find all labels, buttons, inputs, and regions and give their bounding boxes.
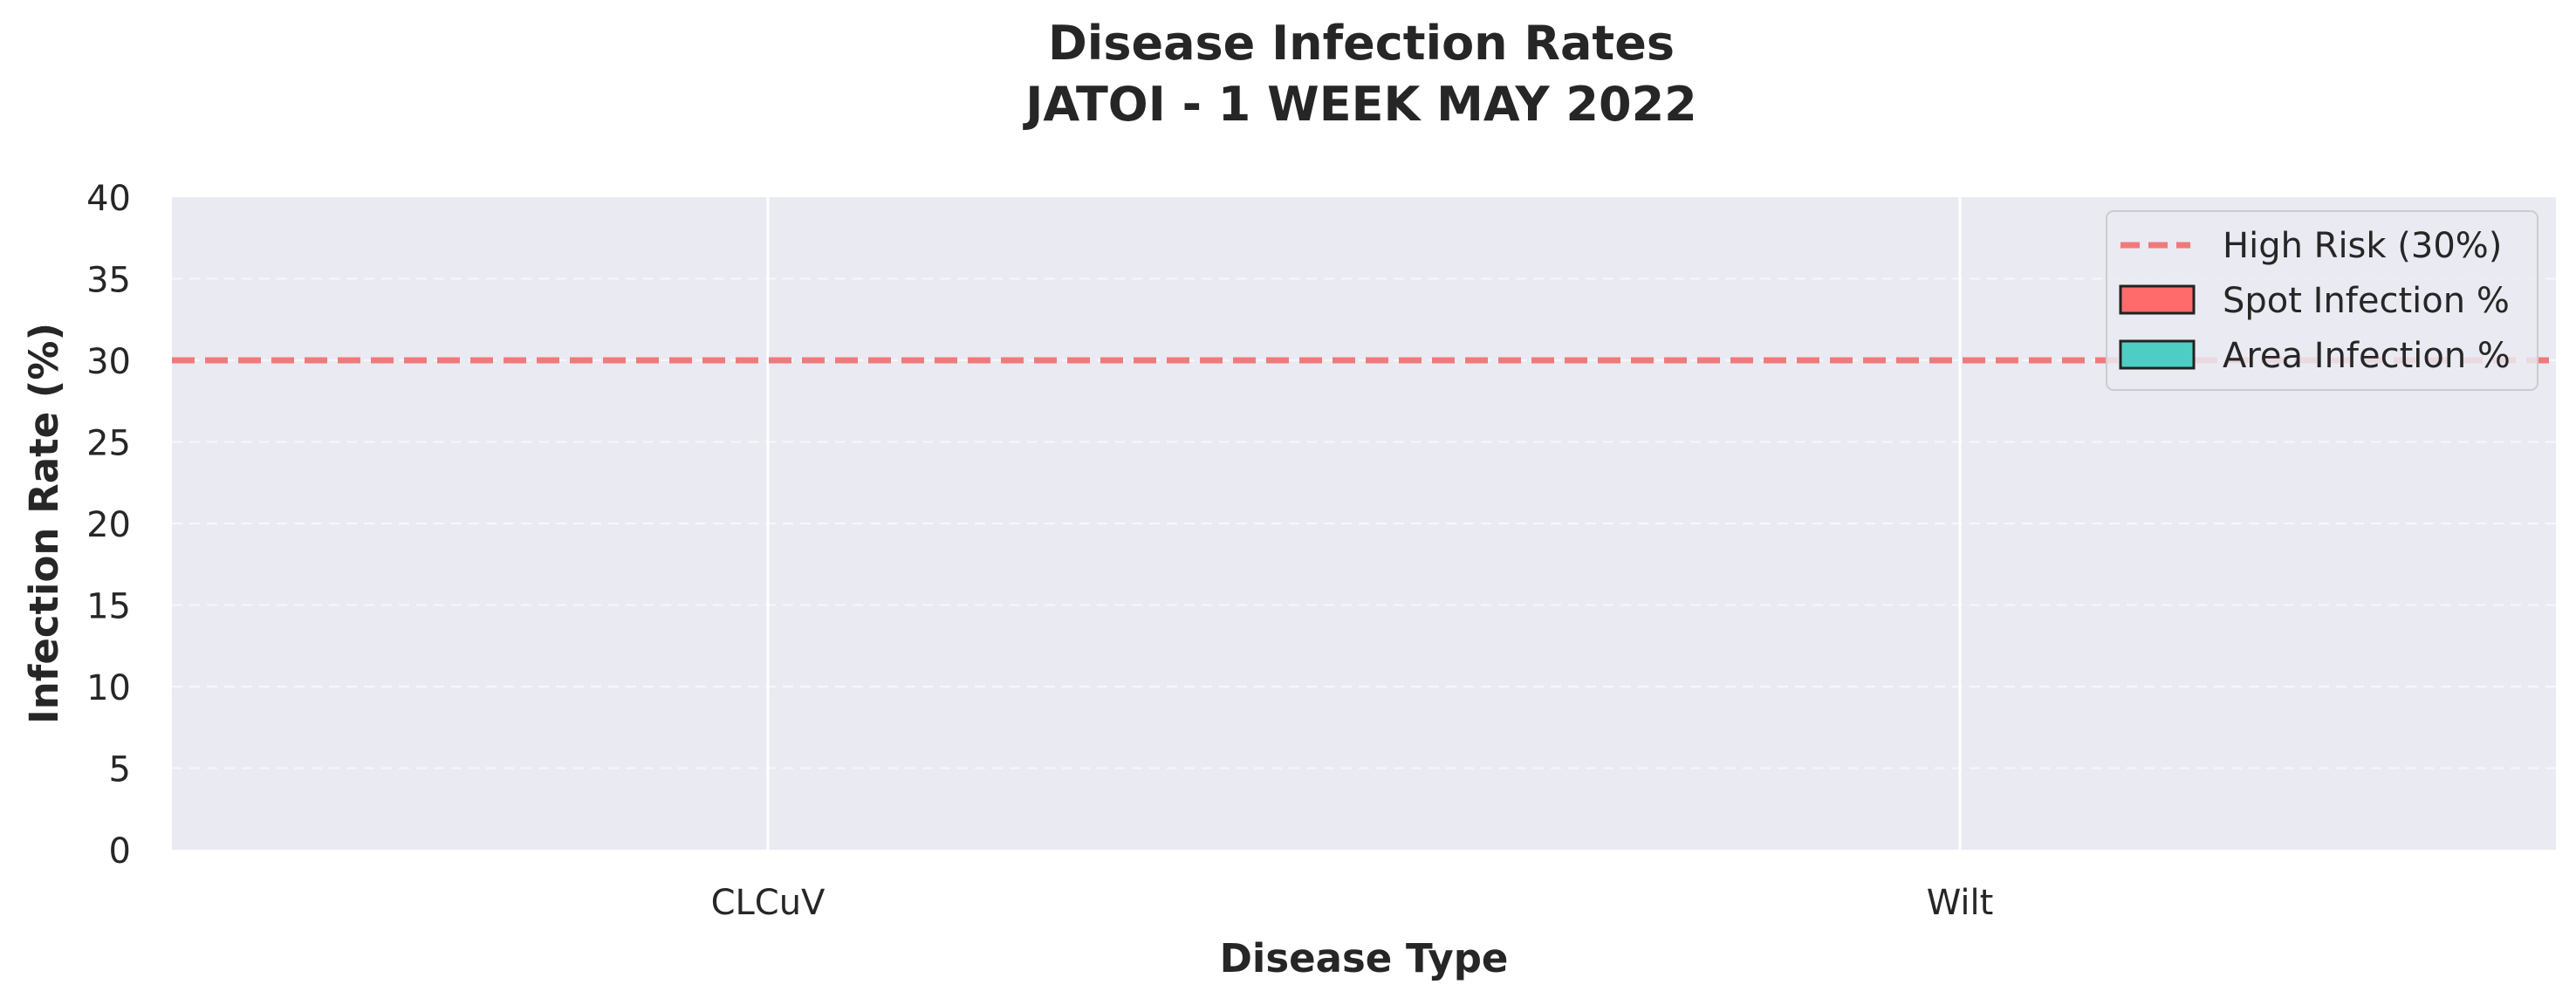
y-tick-label: 5 — [109, 750, 131, 790]
horizontal-gridlines — [172, 277, 2556, 769]
legend-label-high-risk: High Risk (30%) — [2223, 226, 2502, 266]
y-tick-label: 0 — [109, 831, 131, 872]
x-tick-label: Wilt — [1927, 883, 1994, 923]
legend: High Risk (30%) Spot Infection % Area In… — [2106, 210, 2538, 391]
chart-title: Disease Infection Rates — [1048, 16, 1675, 71]
y-tick-labels: 0 5 10 15 20 25 30 35 40 — [86, 179, 131, 872]
y-tick-label: 15 — [86, 587, 131, 627]
x-axis-label: Disease Type — [1220, 935, 1509, 981]
vertical-gridlines — [766, 197, 1962, 850]
x-tick-labels: CLCuV Wilt — [711, 883, 1994, 923]
y-tick-label: 25 — [86, 424, 131, 464]
legend-swatch-area — [2119, 339, 2196, 370]
x-tick-label: CLCuV — [711, 883, 826, 923]
legend-swatch-spot — [2119, 284, 2196, 315]
y-tick-label: 40 — [86, 179, 131, 219]
y-tick-label: 10 — [86, 668, 131, 708]
y-tick-label: 35 — [86, 261, 131, 301]
y-tick-label: 30 — [86, 342, 131, 382]
chart-subtitle: JATOI - 1 WEEK MAY 2022 — [1022, 77, 1696, 132]
legend-label-area: Area Infection % — [2223, 336, 2511, 376]
legend-box — [2106, 210, 2538, 391]
y-tick-label: 20 — [86, 505, 131, 545]
y-axis-label: Infection Rate (%) — [21, 323, 67, 724]
legend-label-spot: Spot Infection % — [2223, 281, 2510, 321]
